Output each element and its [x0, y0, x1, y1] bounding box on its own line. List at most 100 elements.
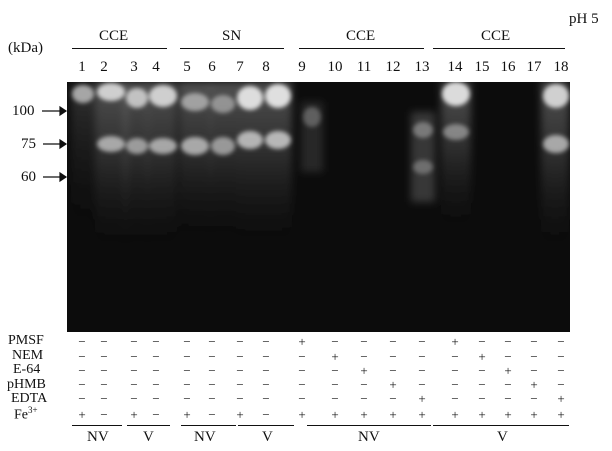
sign-fe3-lane-18: + — [557, 407, 565, 422]
sign-e64-lane-15: − — [478, 363, 486, 378]
sign-nem-lane-17: − — [530, 349, 538, 364]
sign-e64-lane-4: − — [152, 363, 160, 378]
gel-bands — [67, 82, 570, 332]
sign-pmsf-lane-1: − — [78, 334, 86, 349]
sign-edta-lane-16: − — [504, 391, 512, 406]
group-header-cce-2: CCE — [346, 28, 376, 44]
sign-phmb-lane-14: − — [451, 377, 459, 392]
sign-fe3-lane-5: + — [183, 407, 191, 422]
sign-phmb-lane-12: + — [389, 377, 397, 392]
sign-nem-lane-16: − — [504, 349, 512, 364]
sign-fe3-lane-15: + — [478, 407, 486, 422]
reagent-label-phmb: pHMB — [7, 377, 46, 392]
bottom-rule-3 — [181, 425, 236, 426]
reagent-label-e64: E-64 — [13, 362, 41, 377]
sign-edta-lane-18: + — [557, 391, 565, 406]
sign-phmb-lane-3: − — [130, 377, 138, 392]
marker-100: 100 — [12, 103, 35, 119]
sign-edta-lane-2: − — [100, 391, 108, 406]
lane-number-5: 5 — [183, 59, 191, 75]
bottom-rule-5 — [307, 425, 431, 426]
lane-number-8: 8 — [262, 59, 270, 75]
lane-number-4: 4 — [152, 59, 160, 75]
sign-nem-lane-12: − — [389, 349, 397, 364]
lane-number-12: 12 — [385, 59, 401, 75]
reagent-label-fe3plus: Fe3+ — [14, 405, 38, 423]
group-rule-4 — [433, 48, 565, 49]
reagent-label-pmsf: PMSF — [8, 333, 44, 348]
sign-fe3-lane-17: + — [530, 407, 538, 422]
bottom-rule-1 — [72, 425, 122, 426]
sign-fe3-lane-1: + — [78, 407, 86, 422]
sign-fe3-lane-3: + — [130, 407, 138, 422]
sign-nem-lane-3: − — [130, 349, 138, 364]
sign-pmsf-lane-11: − — [360, 334, 368, 349]
sign-e64-lane-7: − — [236, 363, 244, 378]
sign-edta-lane-11: − — [360, 391, 368, 406]
sign-pmsf-lane-7: − — [236, 334, 244, 349]
sign-e64-lane-18: − — [557, 363, 565, 378]
group-header-cce-3: CCE — [481, 28, 511, 44]
bottom-rule-2 — [127, 425, 170, 426]
sign-edta-lane-5: − — [183, 391, 191, 406]
sign-e64-lane-2: − — [100, 363, 108, 378]
sign-nem-lane-8: − — [262, 349, 270, 364]
sign-nem-lane-4: − — [152, 349, 160, 364]
sign-phmb-lane-5: − — [183, 377, 191, 392]
sign-nem-lane-9: − — [298, 349, 306, 364]
bottom-group-nv-1: NV — [87, 429, 109, 445]
sign-nem-lane-18: − — [557, 349, 565, 364]
bottom-group-v-1: V — [143, 429, 154, 445]
sign-edta-lane-12: − — [389, 391, 397, 406]
sign-pmsf-lane-16: − — [504, 334, 512, 349]
sign-edta-lane-13: + — [418, 391, 426, 406]
group-header-sn: SN — [222, 28, 242, 44]
sign-e64-lane-13: − — [418, 363, 426, 378]
sign-nem-lane-1: − — [78, 349, 86, 364]
sign-fe3-lane-4: − — [152, 407, 160, 422]
sign-nem-lane-11: − — [360, 349, 368, 364]
sign-phmb-lane-10: − — [331, 377, 339, 392]
marker-60: 60 — [21, 169, 36, 185]
sign-phmb-lane-1: − — [78, 377, 86, 392]
sign-fe3-lane-9: + — [298, 407, 306, 422]
sign-edta-lane-10: − — [331, 391, 339, 406]
lane-number-18: 18 — [553, 59, 569, 75]
sign-edta-lane-8: − — [262, 391, 270, 406]
sign-e64-lane-11: + — [360, 363, 368, 378]
sign-nem-lane-2: − — [100, 349, 108, 364]
sign-edta-lane-7: − — [236, 391, 244, 406]
lane-number-13: 13 — [414, 59, 430, 75]
sign-e64-lane-14: − — [451, 363, 459, 378]
sign-e64-lane-10: − — [331, 363, 339, 378]
lane-number-16: 16 — [500, 59, 516, 75]
sign-pmsf-lane-17: − — [530, 334, 538, 349]
lane-number-14: 14 — [447, 59, 463, 75]
bottom-rule-6 — [433, 425, 569, 426]
sign-edta-lane-15: − — [478, 391, 486, 406]
ph-label: pH 5 — [569, 11, 599, 27]
sign-e64-lane-5: − — [183, 363, 191, 378]
reagent-label-nem: NEM — [12, 348, 44, 363]
group-rule-3 — [299, 48, 424, 49]
group-rule-1 — [72, 48, 167, 49]
lane-number-11: 11 — [356, 59, 372, 75]
bottom-group-nv-3: NV — [358, 429, 380, 445]
sign-e64-lane-8: − — [262, 363, 270, 378]
sign-edta-lane-9: − — [298, 391, 306, 406]
lane-number-15: 15 — [474, 59, 490, 75]
sign-edta-lane-4: − — [152, 391, 160, 406]
group-rule-2 — [180, 48, 284, 49]
marker-75: 75 — [21, 136, 36, 152]
sign-nem-lane-15: + — [478, 349, 486, 364]
sign-pmsf-lane-13: − — [418, 334, 426, 349]
sign-phmb-lane-15: − — [478, 377, 486, 392]
sign-pmsf-lane-12: − — [389, 334, 397, 349]
sign-nem-lane-5: − — [183, 349, 191, 364]
sign-e64-lane-17: − — [530, 363, 538, 378]
sign-fe3-lane-11: + — [360, 407, 368, 422]
sign-edta-lane-1: − — [78, 391, 86, 406]
sign-fe3-lane-7: + — [236, 407, 244, 422]
sign-fe3-lane-14: + — [451, 407, 459, 422]
sign-edta-lane-6: − — [208, 391, 216, 406]
